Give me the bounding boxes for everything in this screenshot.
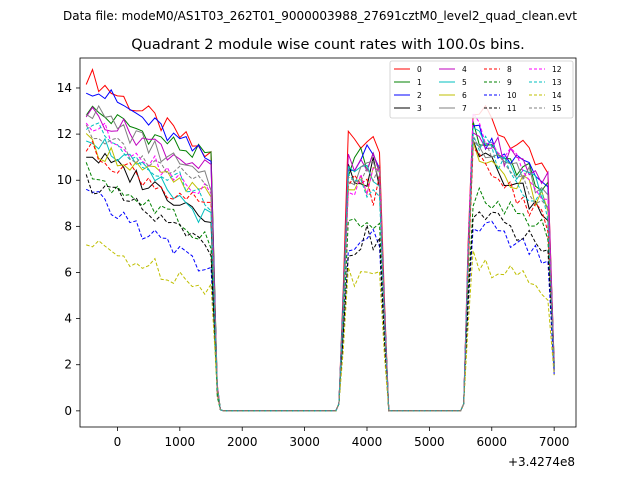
y-tick-label: 12	[57, 127, 72, 141]
legend-label-5: 5	[462, 78, 467, 87]
chart-suptitle: Data file: modeM0/AS1T03_262T01_90000039…	[63, 9, 577, 23]
legend-box	[389, 60, 574, 119]
x-tick-label: 5000	[414, 435, 445, 449]
axes-frame	[79, 57, 577, 428]
y-tick-label: 6	[64, 265, 72, 279]
series-lines	[85, 67, 555, 412]
legend-label-4: 4	[462, 65, 467, 74]
x-offset-label: +3.4274e8	[508, 455, 575, 469]
series-line-14	[86, 240, 555, 412]
series-line-11	[85, 174, 555, 412]
x-axis: 0 1000 2000 3000 4000 5000 6000 7000	[114, 427, 570, 449]
series-line-15	[85, 124, 555, 412]
legend-label-11: 11	[507, 104, 517, 113]
legend-label-1: 1	[417, 78, 422, 87]
chart-title: Quadrant 2 module wise count rates with …	[131, 37, 525, 53]
legend-label-13: 13	[552, 78, 562, 87]
y-axis: 0 2 4 6 8 10 12 14	[57, 81, 80, 418]
legend-label-0: 0	[417, 65, 422, 74]
x-tick-label: 6000	[477, 435, 508, 449]
x-tick-label: 1000	[165, 435, 196, 449]
y-tick-label: 0	[64, 404, 72, 418]
plot-area: 0 1000 2000 3000 4000 5000 6000 7000 0246810121…	[57, 57, 577, 469]
legend-label-7: 7	[462, 104, 467, 113]
series-line-10	[85, 188, 555, 412]
legend-label-14: 14	[552, 91, 562, 100]
legend-label-6: 6	[462, 91, 467, 100]
legend-label-9: 9	[507, 78, 512, 87]
y-tick-label: 10	[57, 173, 72, 187]
legend-label-8: 8	[507, 65, 512, 74]
y-tick-label: 2	[64, 358, 72, 372]
x-tick-label: 7000	[539, 435, 570, 449]
y-tick-label: 8	[64, 219, 72, 233]
x-tick-label: 3000	[289, 435, 320, 449]
legend-label-3: 3	[417, 104, 422, 113]
y-tick-label: 4	[64, 312, 72, 326]
x-tick-label: 2000	[227, 435, 258, 449]
legend-label-2: 2	[417, 91, 422, 100]
x-tick-label: 4000	[352, 435, 383, 449]
legend-label-10: 10	[507, 91, 517, 100]
y-tick-label: 14	[57, 81, 72, 95]
legend-label-12: 12	[552, 65, 562, 74]
legend-label-15: 15	[552, 104, 562, 113]
x-tick-label: 0	[114, 435, 122, 449]
series-line-13	[85, 122, 555, 412]
